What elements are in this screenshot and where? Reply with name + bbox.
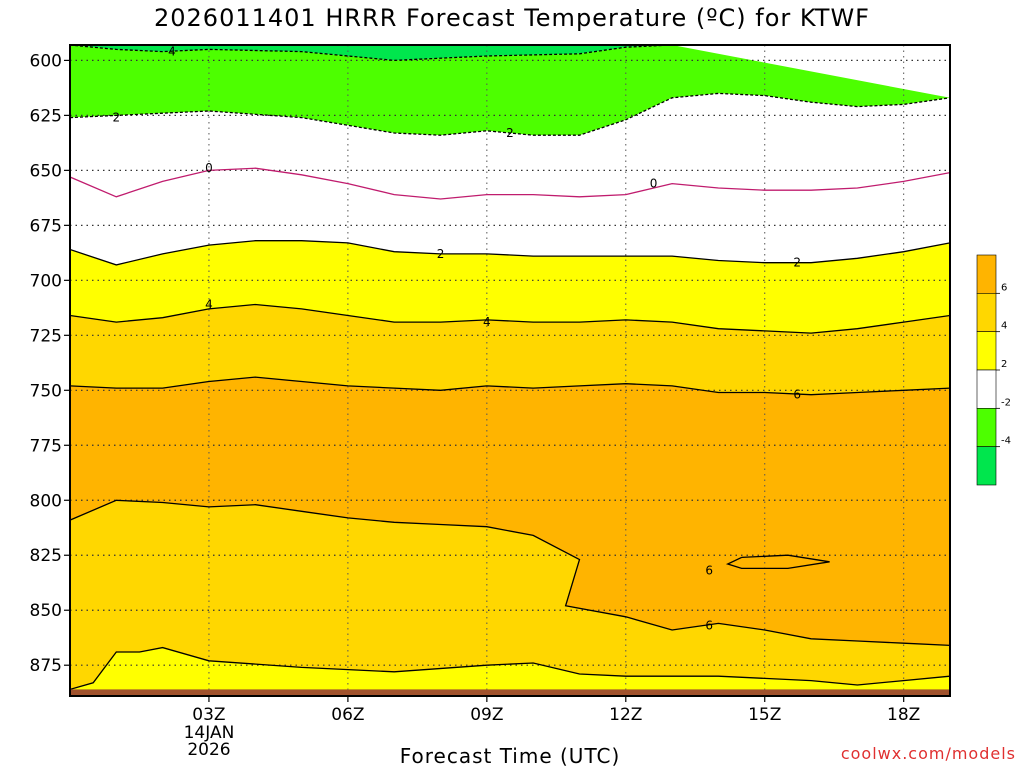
contour-line <box>70 303 950 334</box>
contour-label: 0 <box>650 177 658 191</box>
x-tick-label: 15Z <box>748 705 781 725</box>
contour-label: 4 <box>483 315 491 329</box>
y-tick-label: 850 <box>30 601 62 621</box>
colorbar-swatch <box>976 331 997 371</box>
contour-label: 2 <box>112 111 120 125</box>
temp-band-4-to-6 <box>70 304 950 395</box>
x-tick-label: 09Z <box>470 705 503 725</box>
temp-band-minus-2-to-2 <box>70 93 950 265</box>
y-tick-label: 725 <box>30 326 62 346</box>
y-tick-label: 750 <box>30 381 62 401</box>
ground-surface <box>70 689 950 696</box>
y-tick-label: 800 <box>30 491 62 511</box>
temp-band-minus-2-to-minus-4 <box>70 45 950 136</box>
contour-line <box>70 499 950 647</box>
temp-band-2-to-4 <box>70 240 950 334</box>
contour-label: 6 <box>793 388 801 402</box>
colorbar-label: 6 <box>1001 282 1007 293</box>
colorbar-swatch <box>976 369 997 409</box>
contour-label: 2 <box>506 126 514 140</box>
temp-band-minus-4-to-minus-6 <box>70 45 950 61</box>
contour-line <box>70 167 950 200</box>
x-tick-label: 03Z <box>192 705 225 725</box>
colorbar-swatch <box>976 254 997 294</box>
x-tick-label: 18Z <box>887 705 920 725</box>
colorbar-label: 4 <box>1001 321 1007 332</box>
x-axis-label: Forecast Time (UTC) <box>399 744 621 768</box>
contour-label: 6 <box>705 619 713 633</box>
y-tick-label: 650 <box>30 161 62 181</box>
colorbar-swatch <box>976 446 997 486</box>
x-date-label: 14JAN <box>184 723 235 743</box>
temp-band-2-to-4-surface <box>70 647 950 696</box>
contour-label: 4 <box>168 45 176 59</box>
contour-label: 4 <box>205 298 213 312</box>
y-tick-label: 600 <box>30 51 62 71</box>
y-tick-label: 825 <box>30 546 62 566</box>
temp-band-4-to-6-lower <box>70 500 950 696</box>
chart-title: 2026011401 HRRR Forecast Temperature (ºC… <box>154 4 870 32</box>
contour-line <box>725 554 830 570</box>
contour-line <box>70 240 950 266</box>
x-tick-label: 12Z <box>609 705 642 725</box>
y-tick-label: 875 <box>30 656 62 676</box>
y-tick-label: 675 <box>30 216 62 236</box>
temp-band-6-to-8 <box>70 377 950 646</box>
x-tick-label: 06Z <box>331 705 364 725</box>
contour-line <box>70 92 950 136</box>
x-date-label: 2026 <box>187 740 230 760</box>
site-credit: coolwx.com/models <box>840 744 1016 763</box>
colorbar-swatch <box>976 408 997 447</box>
plot-frame <box>69 44 951 697</box>
y-tick-label: 625 <box>30 106 62 126</box>
colorbar-label: 2 <box>1001 359 1007 370</box>
colorbar-swatch <box>976 293 997 332</box>
colorbar-label: -4 <box>1001 436 1011 447</box>
y-tick-label: 700 <box>30 271 62 291</box>
contour-label: 6 <box>705 564 713 578</box>
temp-cell-above-6 <box>727 555 830 569</box>
contour-line <box>70 376 950 396</box>
contour-line <box>70 646 950 691</box>
contour-label: 0 <box>205 161 213 175</box>
contour-label: 2 <box>793 256 801 270</box>
colorbar-label: -2 <box>1001 397 1011 408</box>
y-tick-label: 775 <box>30 436 62 456</box>
contour-label: 2 <box>437 247 445 261</box>
